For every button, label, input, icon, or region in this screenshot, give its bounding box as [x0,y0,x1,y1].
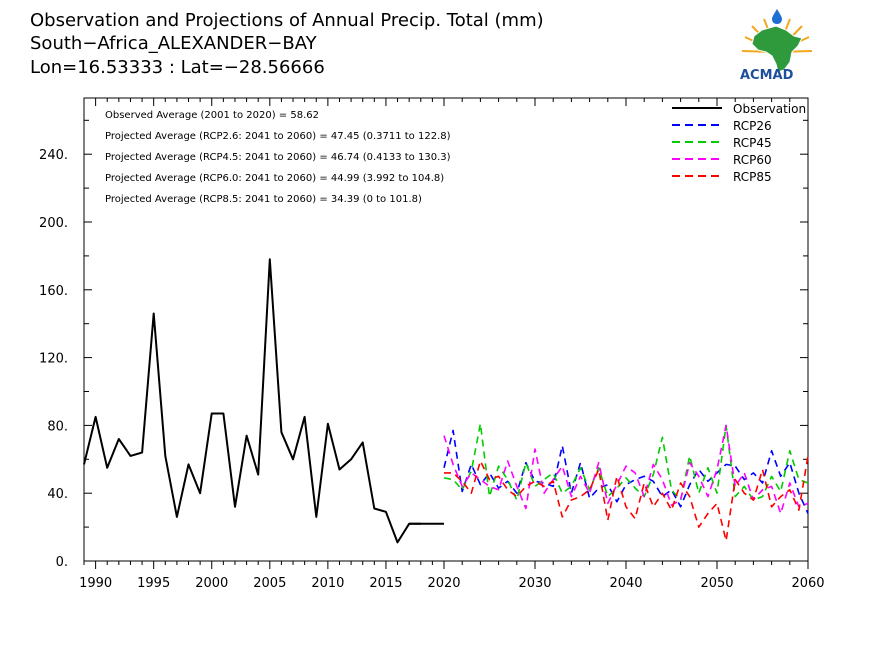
series-line-rcp45 [443,422,809,501]
y-tick-label: 0. [56,555,68,570]
acmad-logo: ACMAD [740,9,813,83]
legend: Observation RCP26 RCP45 RCP60 RCP85 [672,102,806,184]
chart-subtitle: South−Africa_ALEXANDER−BAY [30,33,318,54]
africa-map-icon [751,25,803,73]
series-line-observation [83,258,421,544]
y-tick-label: 240. [39,148,68,163]
x-tick-label: 2060 [791,576,824,591]
y-axis-labels: 0. 40. 80. 120. 160. 200. 240. [39,148,68,570]
x-axis-labels: 1990 1995 2000 2005 2010 2015 2020 2030 2040 2050… [79,576,824,591]
x-tick-label: 2005 [253,576,286,591]
legend-label-rcp85: RCP85 [733,170,772,184]
x-tick-label: 2010 [311,576,344,591]
series-line-rcp60 [443,424,809,515]
y-tick-label: 120. [39,352,68,367]
y-tick-label: 80. [47,419,68,434]
series-lines [83,258,809,544]
annotation-observed-average: Observed Average (2001 to 2020) = 58.62 [105,110,319,121]
y-tick-label: 40. [47,487,68,502]
x-tick-label: 2050 [700,576,733,591]
series-line-rcp26 [443,429,809,514]
x-tick-label: 2040 [609,576,642,591]
chart-location: Lon=16.53333 : Lat=−28.56666 [30,57,325,78]
annotations: Observed Average (2001 to 2020) = 58.62 … [105,110,451,205]
x-tick-label: 1995 [137,576,170,591]
legend-label-observation: Observation [733,102,806,116]
x-tick-label: 2000 [195,576,228,591]
x-tick-label: 2015 [369,576,402,591]
legend-label-rcp45: RCP45 [733,136,772,150]
x-tick-label: 1990 [79,576,112,591]
annotation-rcp85-average: Projected Average (RCP8.5: 2041 to 2060)… [105,194,422,205]
annotation-rcp26-average: Projected Average (RCP2.6: 2041 to 2060)… [105,131,451,142]
water-drop-icon [772,9,782,24]
plot-frame [83,97,809,562]
annotation-rcp60-average: Projected Average (RCP6.0: 2041 to 2060)… [105,173,444,184]
legend-label-rcp60: RCP60 [733,153,772,167]
series-line-rcp85 [444,455,809,542]
chart-title: Observation and Projections of Annual Pr… [30,10,544,31]
axis-ticks [83,98,809,569]
logo-label: ACMAD [740,68,794,83]
annotation-rcp45-average: Projected Average (RCP4.5: 2041 to 2060)… [105,152,451,163]
y-tick-label: 200. [39,216,68,231]
legend-label-rcp26: RCP26 [733,119,772,133]
x-tick-label: 2020 [427,576,460,591]
x-tick-label: 2030 [518,576,551,591]
y-tick-label: 160. [39,284,68,299]
